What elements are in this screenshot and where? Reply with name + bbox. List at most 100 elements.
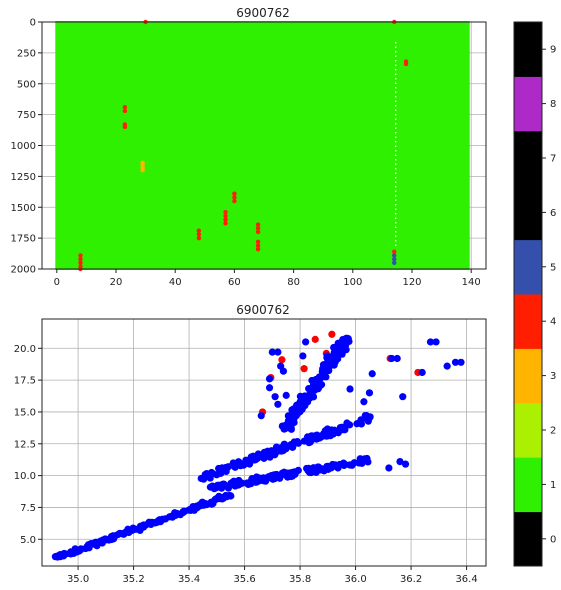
data-point-blue bbox=[301, 392, 309, 400]
chart-title: 6900762 bbox=[236, 6, 289, 20]
flagged-point bbox=[392, 260, 397, 266]
data-point-blue bbox=[140, 523, 148, 531]
data-point-blue bbox=[151, 519, 159, 527]
data-point-blue bbox=[73, 548, 81, 556]
flagged-point bbox=[255, 229, 261, 235]
x-tick-label: 35.2 bbox=[122, 574, 144, 585]
colorbar: 0 1 2 3 4 5 6 7 8 9 bbox=[513, 21, 556, 567]
y-tick-label: 750 bbox=[17, 110, 36, 121]
ts-scatter-chart: 6900762 35.0 35.2 35.4 35.6 35.8 36.0 36.2 36.4… bbox=[14, 303, 487, 585]
data-point-blue bbox=[360, 398, 368, 406]
data-point-blue bbox=[325, 366, 333, 375]
data-point-blue bbox=[116, 529, 124, 537]
x-tick-label: 80 bbox=[287, 277, 300, 288]
data-point-blue bbox=[279, 367, 288, 375]
x-tick-label: 35.4 bbox=[178, 574, 200, 585]
data-point-blue bbox=[305, 385, 314, 393]
data-point-blue bbox=[60, 551, 68, 559]
colorbar-segment bbox=[514, 294, 542, 349]
flagged-point bbox=[255, 243, 261, 248]
data-point-red bbox=[328, 330, 336, 338]
y-tick-label: 250 bbox=[17, 48, 36, 59]
data-point-blue bbox=[107, 535, 115, 544]
data-point-blue bbox=[319, 365, 327, 373]
data-point-blue bbox=[348, 461, 356, 469]
data-point-blue bbox=[338, 350, 346, 358]
data-point-blue bbox=[365, 389, 374, 397]
flagged-point bbox=[232, 191, 237, 196]
y-tick-label: 1250 bbox=[11, 172, 36, 183]
x-tick-label: 60 bbox=[228, 277, 241, 288]
colorbar-tick-label: 6 bbox=[550, 208, 556, 219]
data-point-blue bbox=[274, 348, 282, 356]
data-point-blue bbox=[418, 368, 426, 377]
y-tick-label: 17.5 bbox=[14, 376, 36, 387]
y-axis: 0 250 500 750 1000 1250 1500 1750 2000 bbox=[11, 18, 42, 276]
y-tick-label: 1000 bbox=[11, 141, 36, 152]
colorbar-tick-label: 7 bbox=[550, 154, 556, 165]
data-point-blue bbox=[385, 464, 393, 472]
x-tick-label: 36.0 bbox=[344, 574, 366, 585]
data-point-blue bbox=[84, 541, 93, 549]
profile-points-flag-1 bbox=[55, 21, 470, 270]
data-point-blue bbox=[306, 465, 314, 473]
data-point-blue bbox=[234, 458, 243, 466]
data-point-blue bbox=[265, 384, 274, 392]
data-point-blue bbox=[274, 400, 282, 408]
data-point-blue bbox=[432, 338, 440, 346]
data-point-blue bbox=[339, 459, 348, 467]
data-point-blue bbox=[291, 470, 299, 478]
flagged-point bbox=[392, 249, 397, 254]
data-point-blue bbox=[214, 482, 222, 490]
flagged-points bbox=[78, 19, 409, 272]
data-points bbox=[51, 330, 465, 561]
colorbar-segment bbox=[514, 457, 542, 513]
data-point-blue bbox=[262, 450, 270, 458]
data-point-blue bbox=[364, 413, 372, 421]
chart-title: 6900762 bbox=[236, 303, 289, 317]
data-point-red bbox=[278, 356, 286, 364]
data-point-blue bbox=[229, 478, 237, 486]
data-point-blue bbox=[330, 361, 338, 369]
y-tick-label: 12.5 bbox=[14, 439, 36, 450]
flagged-point bbox=[232, 195, 237, 200]
flagged-point bbox=[223, 217, 228, 222]
colorbar-segment bbox=[514, 511, 542, 567]
flagged-point bbox=[255, 239, 261, 245]
data-point-blue bbox=[252, 476, 260, 484]
data-point-blue bbox=[301, 401, 309, 410]
colorbar-frame bbox=[513, 21, 543, 567]
data-point-blue bbox=[216, 468, 224, 476]
data-point-blue bbox=[277, 447, 285, 455]
data-point-blue bbox=[357, 420, 366, 428]
data-point-blue bbox=[276, 474, 284, 482]
colorbar-segment bbox=[514, 402, 542, 458]
y-tick-label: 5.0 bbox=[20, 535, 36, 546]
data-point-blue bbox=[168, 513, 177, 521]
data-point-blue bbox=[317, 464, 325, 473]
data-point-blue bbox=[157, 516, 166, 524]
flagged-point bbox=[392, 256, 397, 262]
data-point-blue bbox=[296, 407, 304, 416]
data-point-blue bbox=[294, 400, 302, 409]
data-point-blue bbox=[220, 493, 229, 501]
flagged-point bbox=[122, 105, 128, 110]
data-point-blue bbox=[200, 499, 208, 507]
data-point-blue bbox=[323, 352, 331, 360]
flagged-point bbox=[223, 221, 228, 226]
data-point-blue bbox=[146, 519, 154, 527]
data-point-blue bbox=[305, 439, 313, 447]
colorbar-tick-label: 3 bbox=[550, 371, 556, 382]
data-point-blue bbox=[288, 416, 296, 424]
data-point-blue bbox=[280, 425, 288, 433]
data-point-blue bbox=[302, 338, 310, 346]
colorbar-tick-label: 8 bbox=[550, 99, 556, 110]
colorbar-tick-label: 9 bbox=[550, 45, 556, 56]
data-point-blue bbox=[426, 338, 435, 346]
data-point-blue bbox=[457, 358, 465, 366]
flagged-point bbox=[223, 213, 228, 219]
data-point-blue bbox=[51, 553, 59, 561]
data-point-blue bbox=[334, 343, 342, 351]
data-point-blue bbox=[368, 370, 376, 378]
